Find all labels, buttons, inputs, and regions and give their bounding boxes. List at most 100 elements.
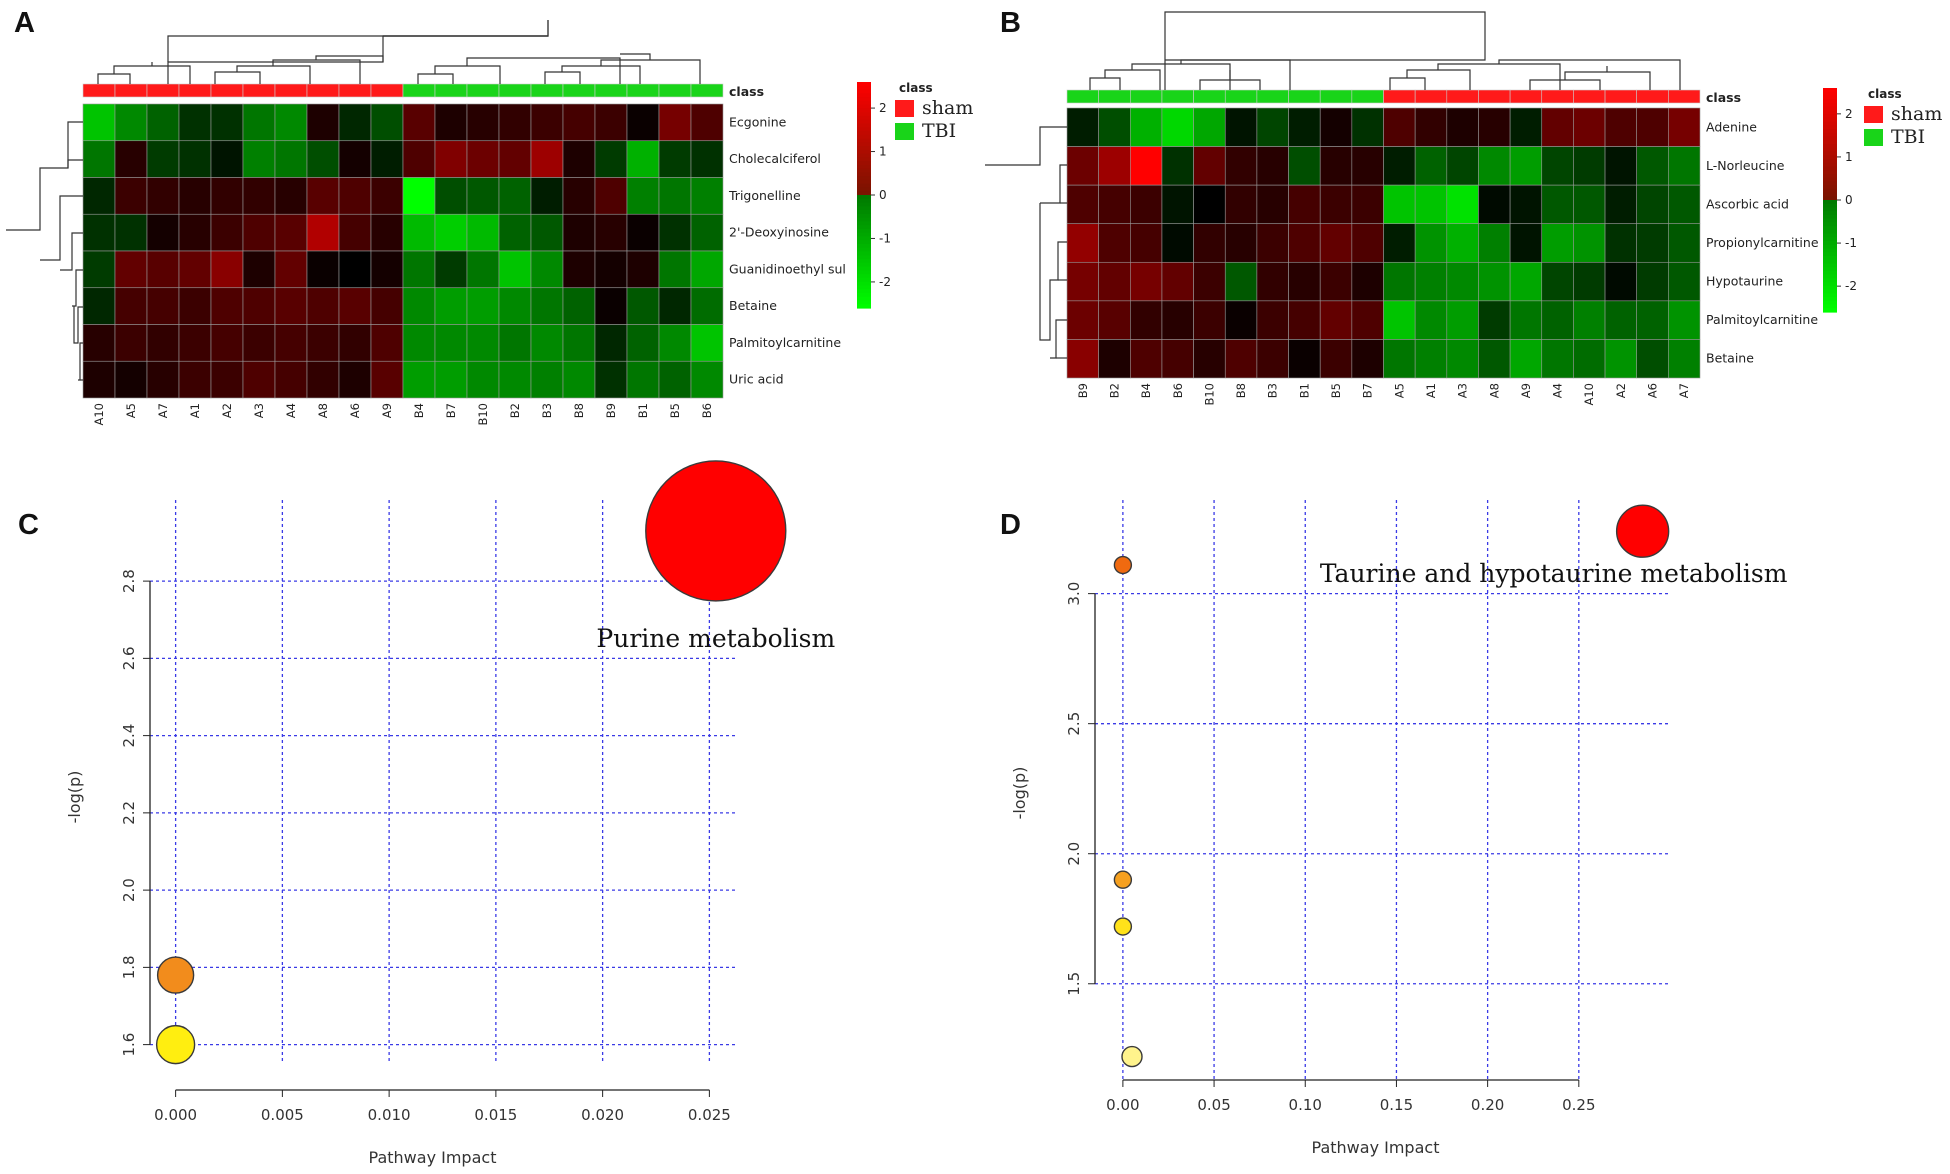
heatmap-cell	[626, 250, 660, 289]
colorbar-segment	[857, 93, 871, 98]
heatmap-cell	[1256, 146, 1289, 186]
colorbar-segment	[1823, 300, 1837, 306]
colorbar-segment	[1823, 274, 1837, 279]
heatmap-cell	[594, 213, 628, 252]
column-label: A1	[188, 403, 202, 418]
colorbar-segment	[857, 191, 871, 196]
heatmap-cell	[114, 250, 148, 289]
column-label: B7	[1361, 383, 1375, 398]
heatmap-cell	[530, 324, 564, 362]
row-label: Ascorbic acid	[1706, 196, 1789, 211]
heatmap-cell	[1541, 261, 1574, 302]
colorbar-segment	[1823, 91, 1837, 97]
column-dendrogram	[214, 55, 384, 84]
colorbar-segment	[857, 281, 871, 286]
colorbar-segment	[857, 123, 871, 128]
heatmap-cell	[1446, 107, 1479, 147]
heatmap-cell	[1446, 261, 1479, 302]
heatmap-cell	[274, 213, 308, 252]
class-bar-cell	[1161, 89, 1194, 104]
row-dendrogram	[1039, 203, 1067, 341]
colorbar-segment	[857, 262, 871, 268]
heatmap-cell	[338, 360, 372, 399]
x-tick-label: 0.05	[1197, 1096, 1230, 1114]
colorbar-segment	[1823, 207, 1837, 212]
colorbar-segment	[857, 172, 871, 177]
colorbar-segment	[1823, 241, 1837, 246]
colorbar-segment	[1823, 151, 1837, 156]
colorbar-segment	[1823, 233, 1837, 238]
heatmap-cell	[594, 287, 628, 325]
colorbar-tick-label: 0	[1845, 193, 1853, 207]
heatmap-cell	[562, 360, 596, 399]
colorbar-segment	[857, 300, 871, 305]
colorbar-segment	[857, 85, 871, 91]
heatmap-cell	[370, 177, 404, 215]
heatmap-cell	[1668, 223, 1701, 263]
heatmap-cell	[1414, 261, 1448, 302]
heatmap-cell	[1193, 300, 1226, 340]
heatmap-panel-b: class Adenine L-Norleucine Ascorbic acid Pro…	[985, 11, 1942, 406]
column-label: B8	[1234, 383, 1248, 398]
colorbar-segment	[857, 179, 871, 185]
heatmap-cell	[1383, 223, 1416, 263]
heatmap-cell	[1636, 223, 1669, 263]
heatmap-cell	[658, 360, 692, 399]
column-dendrogram	[417, 57, 621, 84]
colorbar-segment	[857, 104, 871, 109]
class-bar-cell	[242, 83, 276, 98]
heatmap-cell	[1319, 300, 1353, 340]
colorbar-segment	[1823, 117, 1837, 123]
heatmap-cell	[1541, 146, 1574, 186]
y-tick-label: 2.5	[1065, 712, 1083, 736]
colorbar-segment	[1823, 192, 1837, 197]
legend-label: TBI	[1891, 126, 1925, 148]
heatmap-cell	[1604, 339, 1638, 379]
heatmap-cell	[1319, 107, 1353, 147]
colorbar-segment	[857, 112, 871, 117]
heatmap-cell	[178, 287, 212, 325]
colorbar-segment	[1823, 132, 1837, 138]
heatmap-cell	[178, 103, 212, 142]
heatmap-cell	[1066, 300, 1099, 340]
heatmap-cell	[690, 287, 724, 325]
heatmap-cell	[370, 250, 404, 289]
x-tick-label: 0.025	[688, 1106, 731, 1124]
data-point	[1113, 870, 1133, 889]
heatmap-cell	[1098, 107, 1131, 147]
heatmap-cell	[1130, 261, 1163, 302]
y-axis-label: -log(p)	[1010, 767, 1029, 820]
heatmap-cell	[1604, 223, 1638, 263]
heatmap-cell	[1130, 223, 1163, 263]
heatmap-cell	[562, 250, 596, 289]
heatmap-cell	[306, 103, 340, 142]
heatmap-cell	[1636, 146, 1669, 186]
panel-letter-a: A	[14, 7, 35, 39]
column-label: B5	[668, 403, 682, 418]
heatmap-cell	[1604, 146, 1638, 186]
heatmap-cell	[210, 103, 244, 142]
heatmap-cell	[1066, 261, 1099, 302]
heatmap-cell	[562, 324, 596, 362]
column-label: A10	[92, 403, 106, 426]
row-label: Hypotaurine	[1706, 274, 1783, 289]
heatmap-cell	[1446, 223, 1479, 263]
heatmap-cell	[242, 140, 276, 178]
heatmap-cell	[658, 177, 692, 215]
colorbar-segment	[857, 210, 871, 215]
class-bar-cell	[1288, 89, 1321, 104]
heatmap-cell	[1193, 223, 1226, 263]
class-bar-cell	[1066, 89, 1099, 104]
row-label: Trigonelline	[728, 188, 801, 203]
class-bar-cell	[1224, 89, 1258, 104]
heatmap-cell	[1668, 146, 1701, 186]
column-label: B6	[1171, 383, 1185, 398]
heatmap-cell	[434, 324, 468, 362]
heatmap-cell	[1161, 184, 1194, 225]
heatmap-cell	[1351, 184, 1384, 225]
class-bar-cell	[594, 83, 628, 98]
row-dendrogram	[60, 232, 83, 271]
heatmap-cell	[1541, 223, 1574, 263]
heatmap-cell	[146, 213, 180, 252]
